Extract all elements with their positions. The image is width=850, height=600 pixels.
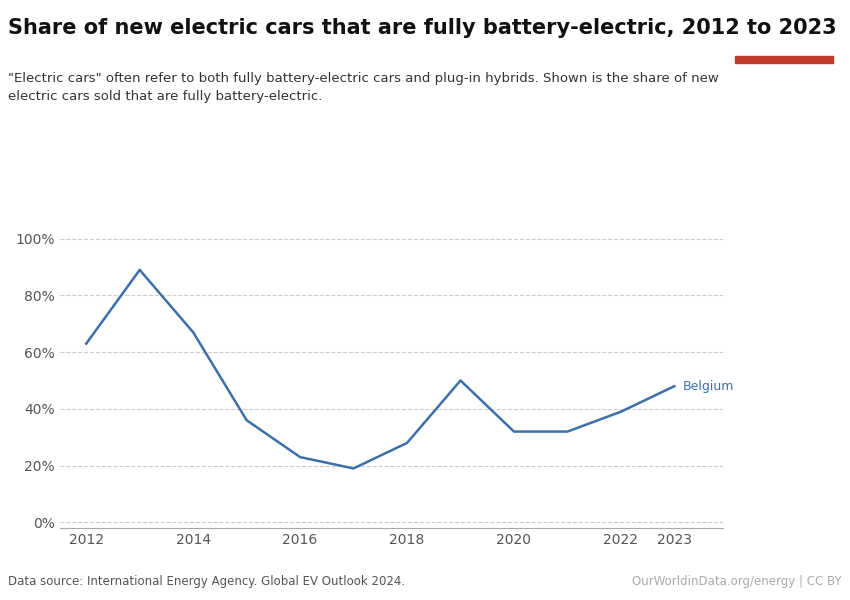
Text: "Electric cars" often refer to both fully battery-electric cars and plug-in hybr: "Electric cars" often refer to both full… [8,72,719,103]
Text: OurWorldinData.org/energy | CC BY: OurWorldinData.org/energy | CC BY [632,575,842,588]
Bar [735,56,833,63]
Text: Our World: Our World [755,21,813,31]
Text: Data source: International Energy Agency. Global EV Outlook 2024.: Data source: International Energy Agency… [8,575,405,588]
Text: in Data: in Data [763,35,805,46]
Text: Share of new electric cars that are fully battery-electric, 2012 to 2023: Share of new electric cars that are full… [8,18,837,38]
Text: Belgium: Belgium [683,380,734,392]
